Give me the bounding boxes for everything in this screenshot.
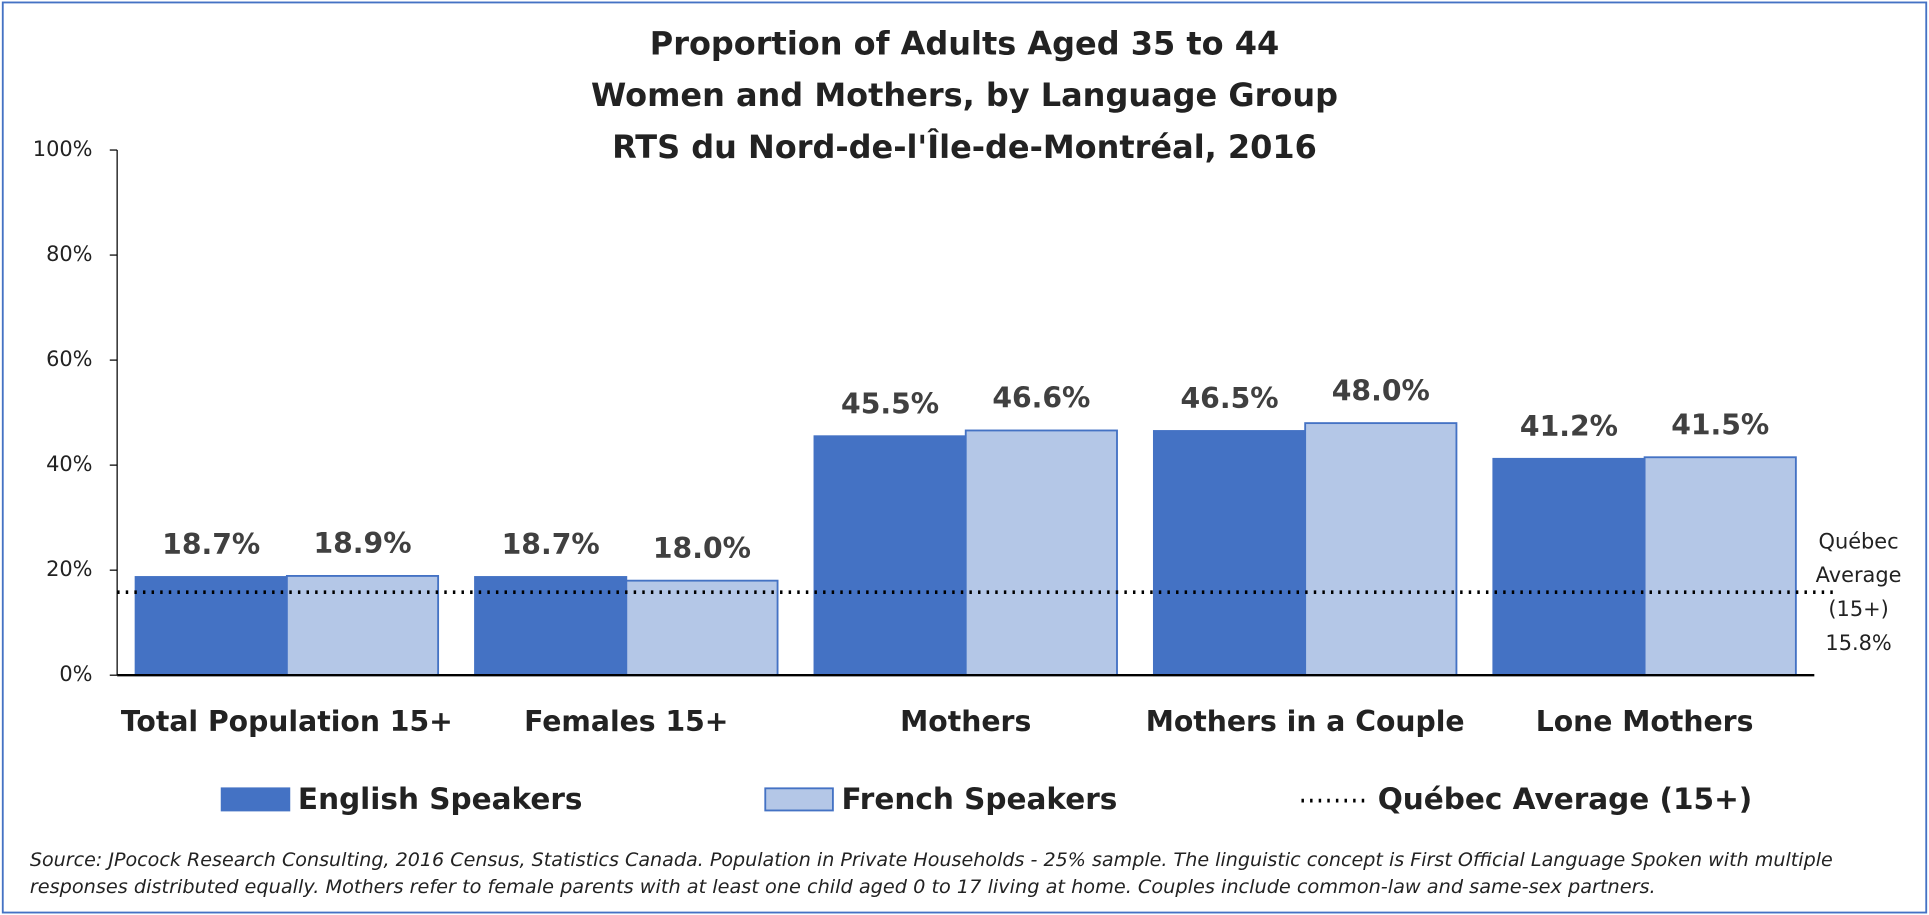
chart-title: Proportion of Adults Aged 35 to 44 bbox=[650, 25, 1279, 63]
y-tick-label: 40% bbox=[46, 452, 92, 476]
legend-label: French Speakers bbox=[842, 782, 1118, 816]
data-label: 18.7% bbox=[502, 528, 600, 561]
x-tick-label: Mothers bbox=[900, 705, 1031, 738]
y-tick-label: 100% bbox=[33, 137, 93, 161]
bar bbox=[1304, 422, 1458, 677]
x-tick-label: Lone Mothers bbox=[1536, 705, 1754, 738]
reference-label: Québec bbox=[1819, 529, 1899, 553]
y-tick-label: 0% bbox=[59, 662, 92, 686]
legend-swatch bbox=[764, 787, 834, 812]
legend-label: Québec Average (15+) bbox=[1378, 782, 1753, 816]
bar bbox=[625, 579, 779, 677]
chart-title: RTS du Nord-de-l'Île-de-Montréal, 2016 bbox=[612, 128, 1317, 166]
legend-swatch bbox=[220, 787, 291, 812]
data-label: 46.5% bbox=[1180, 382, 1278, 415]
data-label: 41.5% bbox=[1671, 409, 1769, 442]
data-label: 18.7% bbox=[162, 528, 260, 561]
data-label: 45.5% bbox=[841, 387, 939, 420]
y-tick-label: 60% bbox=[46, 347, 92, 371]
chart-title: Women and Mothers, by Language Group bbox=[591, 76, 1338, 114]
bar bbox=[813, 435, 967, 677]
y-tick-label: 80% bbox=[46, 242, 92, 266]
source-note: responses distributed equally. Mothers r… bbox=[30, 877, 1656, 898]
data-label: 48.0% bbox=[1332, 374, 1430, 407]
x-tick-label: Females 15+ bbox=[524, 705, 728, 738]
legend-label: English Speakers bbox=[298, 782, 583, 816]
data-label: 18.0% bbox=[653, 532, 751, 565]
x-tick-label: Mothers in a Couple bbox=[1146, 705, 1465, 738]
bar bbox=[1492, 457, 1646, 677]
bar bbox=[964, 429, 1118, 677]
reference-label: Average bbox=[1816, 563, 1902, 587]
source-note: Source: JPocock Research Consulting, 201… bbox=[30, 850, 1833, 871]
bar bbox=[1152, 430, 1307, 677]
data-label: 41.2% bbox=[1520, 410, 1618, 443]
y-tick-label: 20% bbox=[46, 557, 92, 581]
x-tick-label: Total Population 15+ bbox=[121, 705, 453, 738]
reference-label: (15+) bbox=[1828, 597, 1888, 621]
reference-label: 15.8% bbox=[1825, 631, 1891, 655]
bar bbox=[285, 575, 440, 677]
bar bbox=[1643, 456, 1797, 677]
data-label: 18.9% bbox=[313, 527, 411, 560]
data-label: 46.6% bbox=[992, 382, 1090, 415]
